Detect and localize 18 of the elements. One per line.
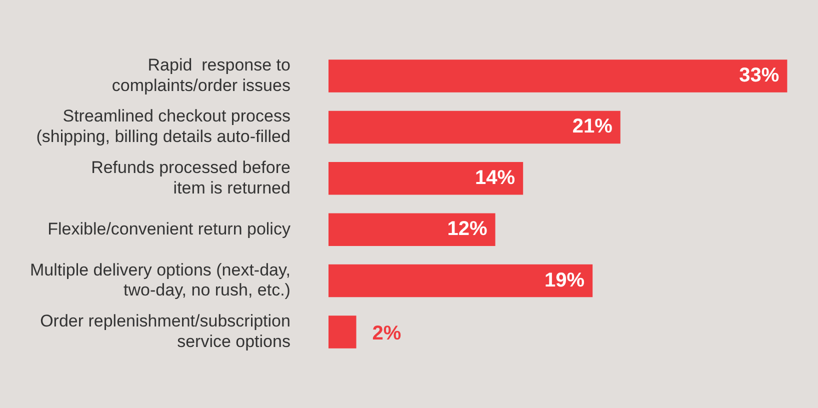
y-tick-label: Multiple delivery options (next-day, two-day, no rush, etc.) (30, 260, 290, 300)
y-tick-label: Refunds processed before item is returned (91, 158, 290, 198)
data-label: 2% (372, 322, 402, 345)
data-label: 21% (572, 116, 613, 138)
data-label: 14% (475, 166, 516, 189)
bar (328, 213, 496, 246)
bar (328, 162, 524, 195)
y-tick-label: Flexible/convenient return policy (48, 219, 291, 238)
data-label: 19% (544, 269, 585, 292)
data-label: 12% (447, 218, 488, 240)
bar (328, 110, 620, 144)
y-tick-label: Streamlined checkout process (shipping, billing details auto-filled (36, 106, 290, 146)
bar (328, 316, 356, 348)
data-label: 33% (739, 64, 780, 87)
bar (328, 60, 788, 92)
y-tick-label: Order replenishment/subscription service options (40, 311, 290, 351)
bar (328, 264, 593, 298)
y-tick-label: Rapid response to complaints/order issues (112, 55, 290, 95)
